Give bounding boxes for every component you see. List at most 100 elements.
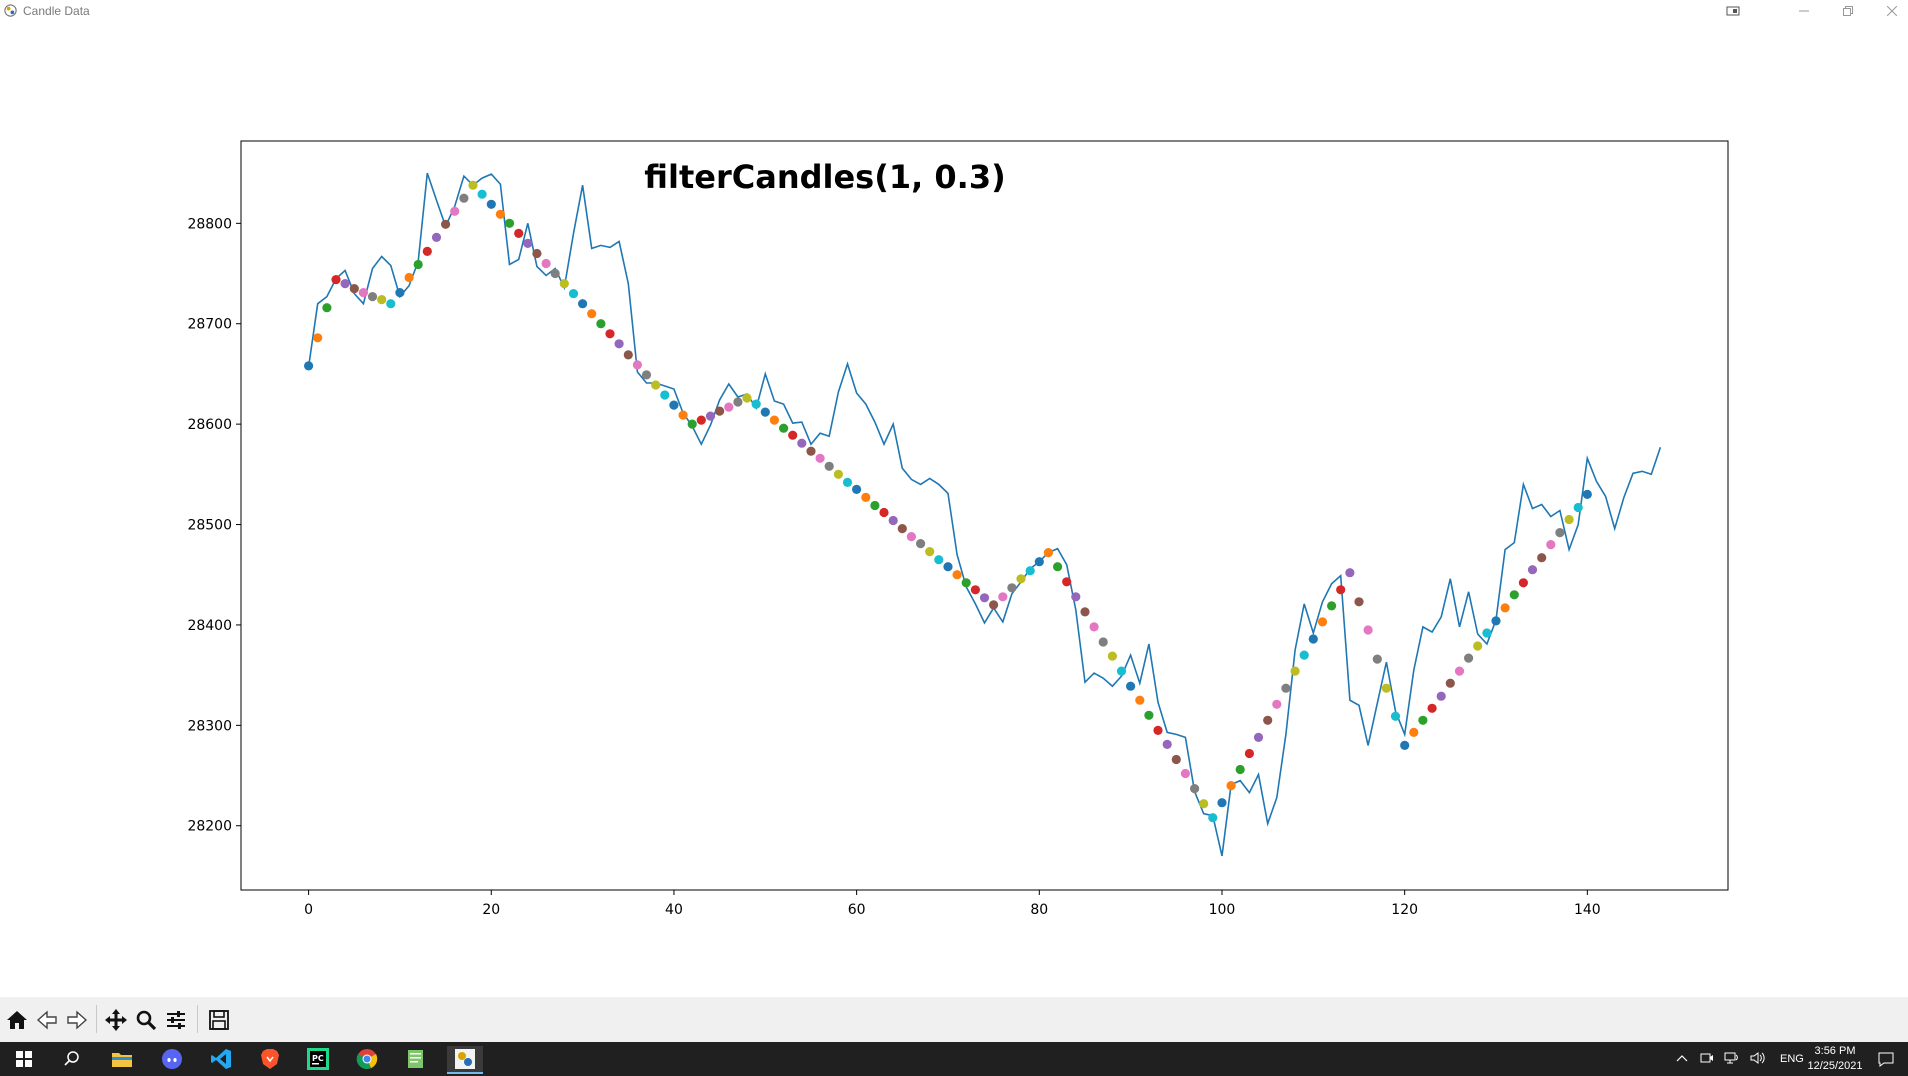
filter-marker-point <box>1290 666 1300 676</box>
filter-marker-point <box>1043 548 1053 558</box>
chart-title: filterCandles(1, 0.3) <box>644 158 1005 196</box>
taskbar-file-explorer[interactable] <box>104 1046 140 1072</box>
taskbar-clock[interactable]: 3:56 PM 12/25/2021 <box>1795 1044 1875 1074</box>
taskbar-discord[interactable] <box>154 1046 190 1072</box>
filter-marker-point <box>733 397 743 407</box>
filter-marker-point <box>395 288 405 298</box>
filter-marker-point <box>1436 691 1446 701</box>
filter-marker-point <box>587 309 597 319</box>
filter-marker-point <box>1354 597 1364 607</box>
filter-marker-point <box>523 238 533 248</box>
app-icon <box>4 4 17 17</box>
save-figure-button[interactable] <box>204 1004 234 1036</box>
filter-marker-point <box>788 430 798 440</box>
python-figure-icon <box>455 1049 475 1069</box>
input-language[interactable]: ENG <box>1780 1053 1804 1065</box>
filter-marker-point <box>1363 625 1373 635</box>
filter-marker-point <box>852 484 862 494</box>
figure-canvas[interactable]: 0 20 40 60 80 100 120 140 28200 28300 28400 28500 2… <box>0 22 1908 997</box>
taskbar-python-figure[interactable] <box>447 1046 483 1074</box>
forward-button[interactable] <box>62 1004 92 1036</box>
x-tick-label: 0 <box>304 902 313 918</box>
filter-marker-point <box>779 423 789 433</box>
filter-marker-point <box>1062 577 1072 587</box>
back-button[interactable] <box>32 1004 62 1036</box>
filter-marker-point <box>824 461 834 471</box>
filter-marker-point <box>660 390 670 400</box>
filter-marker-point <box>751 399 761 409</box>
volume-icon[interactable] <box>1750 1051 1766 1068</box>
pan-button[interactable] <box>101 1004 131 1036</box>
notifications-button[interactable] <box>1868 1046 1904 1072</box>
filter-marker-point <box>1381 683 1391 693</box>
show-hidden-icons-chevron-icon[interactable] <box>1676 1053 1688 1065</box>
clock-date: 12/25/2021 <box>1807 1060 1863 1072</box>
close-button[interactable] <box>1870 0 1908 22</box>
notepad-icon <box>408 1050 423 1068</box>
meet-now-icon[interactable] <box>1700 1051 1714 1068</box>
filter-marker-point <box>450 206 460 216</box>
taskbar-brave[interactable] <box>252 1046 288 1072</box>
start-button[interactable] <box>6 1046 42 1072</box>
filter-marker-point <box>1126 681 1136 691</box>
filter-marker-point <box>1409 727 1419 738</box>
x-tick-label: 40 <box>665 902 683 918</box>
filter-marker-point <box>1107 651 1117 661</box>
navigation-toolbar <box>0 997 1908 1042</box>
y-tick-label: 28400 <box>187 618 232 634</box>
plot-frame <box>240 140 1729 891</box>
taskbar-vscode[interactable] <box>203 1046 239 1072</box>
system-menu-icon[interactable] <box>1711 0 1755 22</box>
filter-marker-point <box>1464 653 1474 663</box>
filter-marker-point <box>696 415 706 425</box>
filter-marker-point <box>1171 754 1181 765</box>
restore-button[interactable] <box>1826 0 1870 22</box>
filter-marker-point <box>486 199 496 209</box>
filter-marker-point <box>870 500 880 511</box>
filter-marker-point <box>897 524 907 534</box>
filter-marker-point <box>1317 617 1328 627</box>
filter-marker-point <box>422 246 432 256</box>
pycharm-icon: PC <box>307 1048 329 1070</box>
filter-marker-point <box>313 333 323 343</box>
toolbar-separator <box>96 1005 97 1033</box>
minimize-button[interactable] <box>1782 0 1826 22</box>
filter-marker-point <box>641 370 652 380</box>
filter-marker-point <box>1327 601 1337 611</box>
filter-marker-point <box>1053 562 1063 572</box>
filter-marker-point <box>404 272 414 283</box>
filter-marker-point <box>1071 592 1081 602</box>
filter-marker-point <box>495 209 505 219</box>
filter-marker-point <box>815 453 825 463</box>
filter-marker-point <box>742 393 752 403</box>
filter-marker-point <box>1491 616 1501 626</box>
taskbar-search-button[interactable] <box>54 1046 90 1072</box>
x-tick-label: 100 <box>1209 902 1236 918</box>
zoom-button[interactable] <box>131 1004 161 1036</box>
filter-marker-point <box>1564 514 1574 525</box>
filter-marker-point <box>669 400 679 410</box>
filter-marker-point <box>861 492 871 502</box>
configure-subplots-button[interactable] <box>161 1004 191 1036</box>
toolbar-separator <box>197 1005 198 1033</box>
filter-marker-point <box>1345 568 1355 578</box>
filter-marker-point <box>514 228 524 238</box>
taskbar-chrome[interactable] <box>349 1046 385 1072</box>
filter-marker-point <box>614 339 624 349</box>
filter-marker-point <box>1034 557 1044 567</box>
filter-marker-point <box>842 477 853 487</box>
filter-marker-point <box>943 562 953 572</box>
filter-marker-point <box>769 415 780 425</box>
y-tick-label: 28700 <box>187 317 232 333</box>
home-button[interactable] <box>2 1004 32 1036</box>
taskbar-notepad[interactable] <box>398 1046 434 1072</box>
network-icon[interactable] <box>1724 1051 1740 1068</box>
filter-marker-point <box>1527 565 1538 575</box>
x-tick-label: 140 <box>1574 902 1601 918</box>
filter-marker-point <box>888 515 898 526</box>
taskbar-pycharm[interactable]: PC <box>300 1046 336 1072</box>
filter-marker-point <box>925 547 935 557</box>
filter-marker-point <box>916 539 926 549</box>
filter-marker-point <box>1244 748 1254 759</box>
filter-marker-point <box>431 232 442 242</box>
